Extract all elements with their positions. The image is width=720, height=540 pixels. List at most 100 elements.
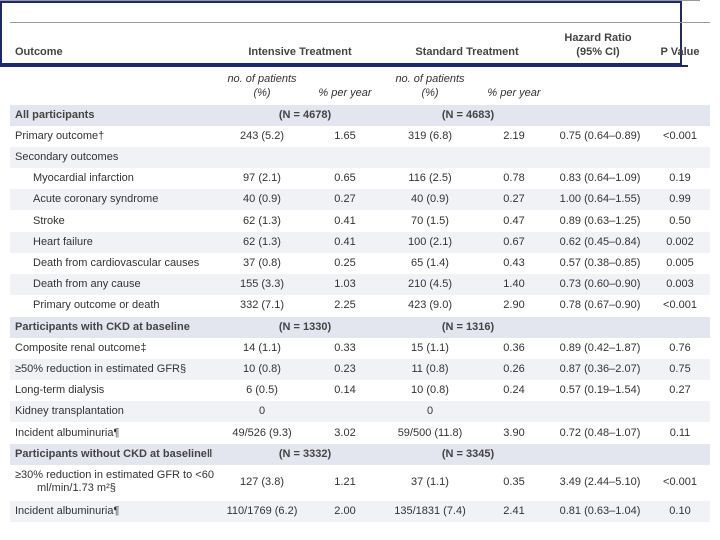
cell-p: 0.75 bbox=[669, 363, 691, 375]
cell-int-n: 6 (0.5) bbox=[246, 384, 278, 397]
cell-std-n: 0 bbox=[426, 405, 434, 418]
cell-std-n: 100 (2.1) bbox=[407, 235, 453, 248]
cell-int-rate: 0.33 bbox=[334, 341, 356, 354]
cell-std-rate: 0.35 bbox=[503, 476, 525, 489]
row-label: Death from cardiovascular causes bbox=[33, 257, 200, 269]
row-label: Stroke bbox=[33, 214, 65, 227]
cell-std-n: 59/500 (11.8) bbox=[397, 426, 463, 439]
bottom-rule bbox=[0, 0, 700, 1]
cell-p: 0.10 bbox=[669, 505, 691, 517]
cell-int-n: 62 (1.3) bbox=[243, 214, 281, 227]
cell-hr: 0.57 (0.38–0.85) bbox=[559, 257, 641, 269]
cell-hr: 0.89 (0.42–1.87) bbox=[559, 341, 641, 354]
cell-hr: 0.75 (0.64–0.89) bbox=[559, 129, 641, 142]
cell-std-n: 65 (1.4) bbox=[411, 257, 449, 269]
cell-int-rate: 1.21 bbox=[334, 476, 356, 489]
cell-int-n: 62 (1.3) bbox=[243, 235, 281, 248]
cell-int-rate: 0.41 bbox=[334, 235, 356, 248]
row-bg bbox=[10, 252, 710, 275]
cell-std-rate: 0.47 bbox=[503, 214, 525, 227]
row-bg bbox=[10, 125, 710, 147]
row-bg bbox=[10, 189, 710, 211]
sub-int-rate: % per year bbox=[318, 87, 372, 99]
cell-std-n: 11 (0.8) bbox=[411, 363, 449, 375]
cell-p: 0.002 bbox=[666, 235, 694, 248]
row-label: Incident albuminuria¶ bbox=[15, 505, 120, 517]
header-standard: Standard Treatment bbox=[415, 46, 519, 58]
cell-p: 0.76 bbox=[669, 341, 691, 354]
cell-int-rate: 0.27 bbox=[334, 193, 356, 206]
cell-std-n: 116 (2.5) bbox=[408, 172, 452, 185]
highlight-line bbox=[0, 64, 688, 67]
group-heading: All participants bbox=[15, 108, 95, 121]
group-n-standard: (N = 3345) bbox=[441, 447, 495, 460]
row-label: Primary outcome† bbox=[15, 129, 105, 142]
row-bg bbox=[10, 358, 710, 381]
cell-int-rate: 1.65 bbox=[334, 129, 356, 142]
cell-int-n: 40 (0.9) bbox=[243, 193, 281, 206]
row-label: ≥50% reduction in estimated GFR§ bbox=[15, 363, 187, 375]
row-label: ≥30% reduction in estimated GFR to <60 m… bbox=[15, 468, 214, 494]
cell-std-n: 40 (0.9) bbox=[411, 193, 449, 206]
cell-hr: 0.83 (0.64–1.09) bbox=[559, 172, 641, 185]
row-bg bbox=[10, 337, 710, 359]
cell-p: 0.19 bbox=[669, 172, 691, 185]
row-bg bbox=[10, 464, 710, 501]
row-bg bbox=[10, 295, 710, 317]
cell-std-n: 135/1831 (7.4) bbox=[394, 505, 466, 517]
cell-std-rate: 2.41 bbox=[503, 505, 525, 517]
cell-std-n: 15 (1.1) bbox=[411, 341, 449, 354]
cell-std-rate: 1.40 bbox=[503, 278, 525, 291]
sub-std-rate: % per year bbox=[487, 87, 541, 99]
cell-p: 0.99 bbox=[669, 193, 691, 206]
cell-p: 0.003 bbox=[666, 278, 694, 291]
group-n-intensive: (N = 3332) bbox=[278, 447, 332, 460]
cell-int-n: 0 bbox=[258, 405, 266, 418]
cell-std-rate: 2.90 bbox=[503, 299, 525, 312]
cell-std-n: 10 (0.8) bbox=[411, 384, 449, 397]
row-label: Long-term dialysis bbox=[15, 384, 105, 397]
row-label: Composite renal outcome‡ bbox=[15, 341, 147, 354]
cell-std-n: 319 (6.8) bbox=[407, 129, 453, 142]
cell-int-n: 37 (0.8) bbox=[243, 257, 281, 269]
cell-int-n: 127 (3.8) bbox=[239, 476, 285, 489]
cell-int-n: 110/1769 (6.2) bbox=[226, 505, 298, 517]
cell-hr: 0.87 (0.36–2.07) bbox=[559, 363, 641, 375]
header-intensive: Intensive Treatment bbox=[248, 46, 352, 58]
group-n-standard: (N = 4683) bbox=[441, 108, 495, 121]
cell-int-n: 155 (3.3) bbox=[239, 278, 285, 291]
row-bg bbox=[10, 104, 710, 126]
cell-std-rate: 3.90 bbox=[503, 426, 525, 439]
cell-p: 0.005 bbox=[666, 257, 694, 269]
cell-std-n: 423 (9.0) bbox=[407, 299, 453, 312]
cell-int-rate: 0.23 bbox=[334, 363, 356, 375]
group-n-intensive: (N = 1330) bbox=[278, 320, 332, 333]
cell-int-rate: 2.00 bbox=[334, 505, 356, 517]
row-bg bbox=[10, 168, 710, 190]
cell-std-rate: 0.36 bbox=[503, 341, 525, 354]
cell-int-n: 332 (7.1) bbox=[239, 299, 285, 312]
cell-hr: 0.72 (0.48–1.07) bbox=[559, 426, 641, 439]
cell-std-rate: 0.78 bbox=[503, 172, 525, 185]
group-n-standard: (N = 1316) bbox=[441, 320, 495, 333]
row-bg bbox=[10, 422, 710, 444]
group-n-intensive: (N = 4678) bbox=[278, 108, 332, 121]
row-bg bbox=[10, 500, 710, 523]
cell-std-rate: 0.27 bbox=[503, 193, 525, 206]
row-label: Primary outcome or death bbox=[33, 299, 160, 312]
row-label: Incident albuminuria¶ bbox=[15, 426, 120, 439]
row-bg bbox=[10, 443, 710, 465]
cell-p: <0.001 bbox=[663, 129, 697, 142]
cell-p: 0.50 bbox=[669, 214, 691, 227]
cell-hr: 0.81 (0.63–1.04) bbox=[559, 505, 641, 517]
cell-hr: 0.78 (0.67–0.90) bbox=[559, 299, 641, 312]
cell-int-n: 10 (0.8) bbox=[243, 363, 281, 375]
header-hr: Hazard Ratio bbox=[564, 32, 632, 44]
cell-int-rate: 0.41 bbox=[334, 214, 356, 227]
row-bg bbox=[10, 210, 710, 232]
row-label: Acute coronary syndrome bbox=[33, 193, 159, 206]
cell-int-n: 97 (2.1) bbox=[243, 172, 281, 185]
cell-int-rate: 2.25 bbox=[334, 299, 356, 312]
sub-int-n: (%) bbox=[253, 87, 271, 99]
cell-hr: 0.57 (0.19–1.54) bbox=[559, 384, 641, 397]
